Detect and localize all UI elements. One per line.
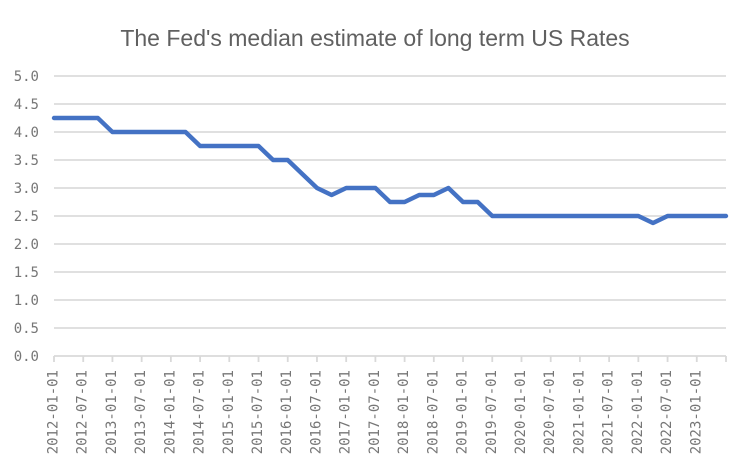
- y-tick-label: 4.0: [14, 125, 39, 141]
- x-axis: [53, 355, 727, 362]
- x-tick-label: 2019-07-01: [484, 370, 500, 454]
- y-tick-label: 1.0: [14, 293, 39, 309]
- x-tick-label: 2013-01-01: [104, 370, 120, 454]
- x-tick-label: 2020-07-01: [542, 370, 558, 454]
- x-tick-label: 2018-07-01: [425, 370, 441, 454]
- y-tick-label: 5.0: [14, 69, 39, 85]
- gridlines: [54, 75, 726, 329]
- x-tick-label: 2023-01-01: [688, 370, 704, 454]
- x-tick-label: 2020-01-01: [513, 370, 529, 454]
- x-tick-label: 2015-01-01: [221, 370, 237, 454]
- x-tick-label: 2013-07-01: [133, 370, 149, 454]
- x-tick-labels: 2012-01-01 2012-07-01 2013-01-01 2013-07-01…: [46, 370, 705, 454]
- x-tick-label: 2012-07-01: [75, 370, 91, 454]
- x-tick-label: 2014-07-01: [192, 370, 208, 454]
- x-tick-label: 2017-07-01: [367, 370, 383, 454]
- x-tick-label: 2016-07-01: [308, 370, 324, 454]
- y-tick-label: 0.0: [14, 349, 39, 365]
- y-tick-label: 3.5: [14, 153, 39, 169]
- y-tick-label: 2.5: [14, 209, 39, 225]
- y-tick-label: 2.0: [14, 237, 39, 253]
- x-tick-label: 2022-07-01: [659, 370, 675, 454]
- y-tick-label: 3.0: [14, 181, 39, 197]
- x-tick-label: 2012-01-01: [46, 370, 62, 454]
- x-tick-label: 2017-01-01: [338, 370, 354, 454]
- y-tick-label: 0.5: [14, 321, 39, 337]
- x-tick-label: 2021-01-01: [571, 370, 587, 454]
- x-tick-label: 2016-01-01: [279, 370, 295, 454]
- x-tick-label: 2019-01-01: [455, 370, 471, 454]
- x-tick-label: 2014-01-01: [162, 370, 178, 454]
- x-tick-label: 2015-07-01: [250, 370, 266, 454]
- series-line: [51, 115, 729, 226]
- y-tick-label: 4.5: [14, 97, 39, 113]
- x-tick-label: 2018-01-01: [396, 370, 412, 454]
- x-tick-label: 2022-01-01: [630, 370, 646, 454]
- chart-title: The Fed's median estimate of long term U…: [120, 25, 629, 51]
- x-tick-label: 2021-07-01: [601, 370, 617, 454]
- y-tick-label: 1.5: [14, 265, 39, 281]
- y-tick-labels: 0.0 0.5 1.0 1.5 2.0 2.5 3.0 3.5 4.0 4.5 5.0: [14, 69, 39, 365]
